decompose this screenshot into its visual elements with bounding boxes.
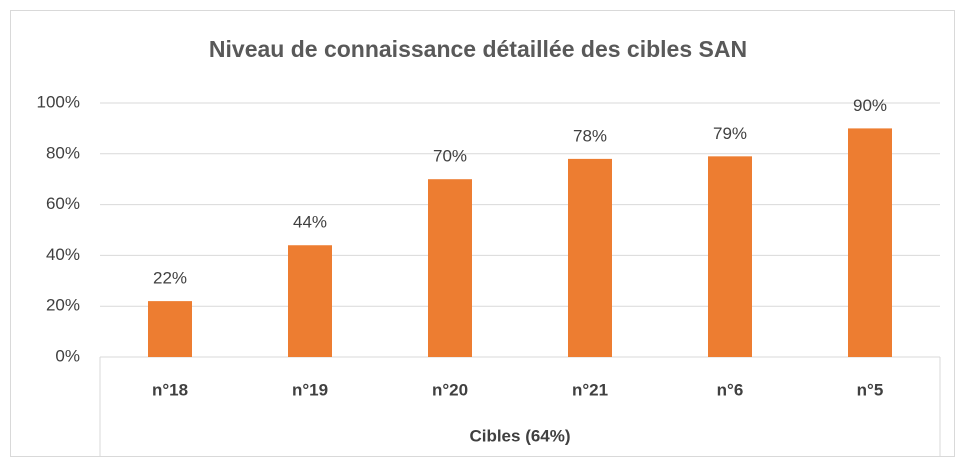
data-label: 78% [573, 126, 607, 145]
x-tick-label: n°18 [152, 380, 188, 399]
x-tick-label: n°20 [432, 380, 468, 399]
bar [708, 156, 752, 357]
y-tick-label: 0% [55, 346, 80, 365]
bar [848, 128, 892, 357]
y-tick-label: 20% [46, 296, 80, 315]
bar [568, 158, 612, 357]
x-tick-label: n°19 [292, 380, 328, 399]
bar [148, 301, 192, 357]
y-tick-label: 80% [46, 143, 80, 162]
y-tick-label: 40% [46, 245, 80, 264]
data-label: 44% [293, 213, 327, 232]
chart-title: Niveau de connaissance détaillée des cib… [209, 36, 747, 62]
y-tick-label: 100% [37, 92, 80, 111]
x-axis-title: Cibles (64%) [469, 426, 570, 445]
data-label: 79% [713, 124, 747, 143]
chart-frame [10, 10, 955, 457]
y-tick-label: 60% [46, 194, 80, 213]
x-tick-label: n°6 [717, 380, 744, 399]
data-label: 22% [153, 269, 187, 288]
data-label: 70% [433, 147, 467, 166]
data-label: 90% [853, 96, 887, 115]
bar [288, 245, 332, 357]
x-tick-label: n°5 [857, 380, 884, 399]
bar [428, 179, 472, 357]
x-tick-label: n°21 [572, 380, 608, 399]
